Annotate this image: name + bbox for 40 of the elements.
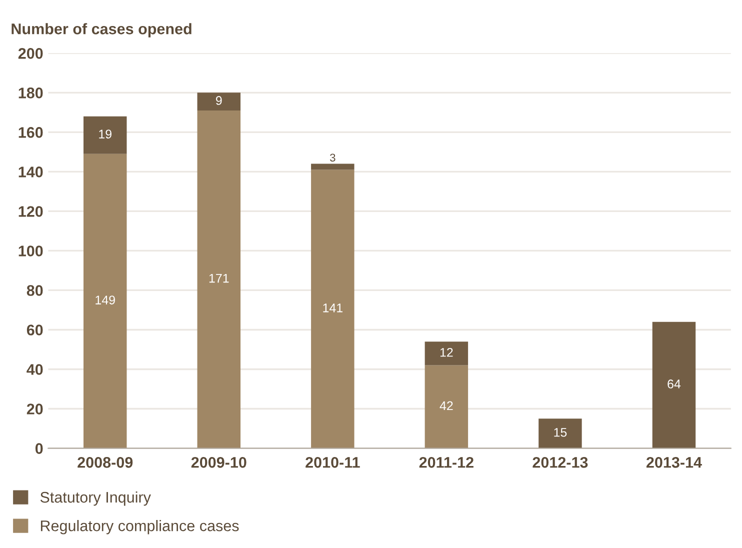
data-label: 3	[330, 154, 336, 162]
y-tick-label: 200	[18, 48, 43, 59]
x-tick-label: 2013-14	[646, 457, 702, 468]
x-tick-label: 2008-09	[78, 457, 133, 468]
bar	[424, 342, 468, 366]
y-tick-label: 0	[35, 443, 43, 454]
data-label: 149	[96, 296, 115, 304]
y-tick-label: 40	[26, 364, 43, 375]
y-tick-label: 140	[18, 166, 43, 178]
data-label: 141	[323, 304, 342, 312]
legend-label: Statutory Inquiry	[40, 491, 151, 506]
x-tick-label: 2010-11	[306, 457, 360, 468]
bar	[84, 154, 127, 448]
data-label: 12	[440, 348, 453, 357]
legend-label: Regulatory compliance cases	[40, 520, 239, 534]
data-label: 42	[440, 401, 453, 410]
data-label: 171	[209, 274, 229, 283]
y-tick-label: 60	[26, 324, 43, 336]
bar	[84, 116, 127, 154]
bar	[424, 365, 468, 448]
bar	[311, 164, 354, 170]
y-axis-title: Number of cases opened	[12, 23, 192, 38]
data-label: 9	[216, 96, 222, 105]
data-label: 19	[99, 130, 112, 138]
bar	[197, 110, 241, 448]
bar	[538, 418, 582, 448]
x-tick-label: 2009-10	[191, 457, 246, 468]
x-tick-label: 2012-13	[532, 457, 588, 468]
bar	[197, 92, 241, 110]
y-tick-label: 120	[18, 206, 43, 217]
y-tick-label: 20	[26, 404, 43, 414]
bar	[311, 170, 354, 448]
data-label: 64	[668, 380, 681, 388]
bar	[652, 322, 696, 448]
y-tick-label: 80	[26, 285, 43, 296]
y-tick-label: 180	[18, 88, 43, 98]
data-label: 15	[554, 428, 567, 437]
x-tick-label: 2011-12	[419, 457, 474, 468]
y-tick-label: 160	[18, 127, 43, 138]
y-tick-label: 100	[18, 246, 43, 256]
